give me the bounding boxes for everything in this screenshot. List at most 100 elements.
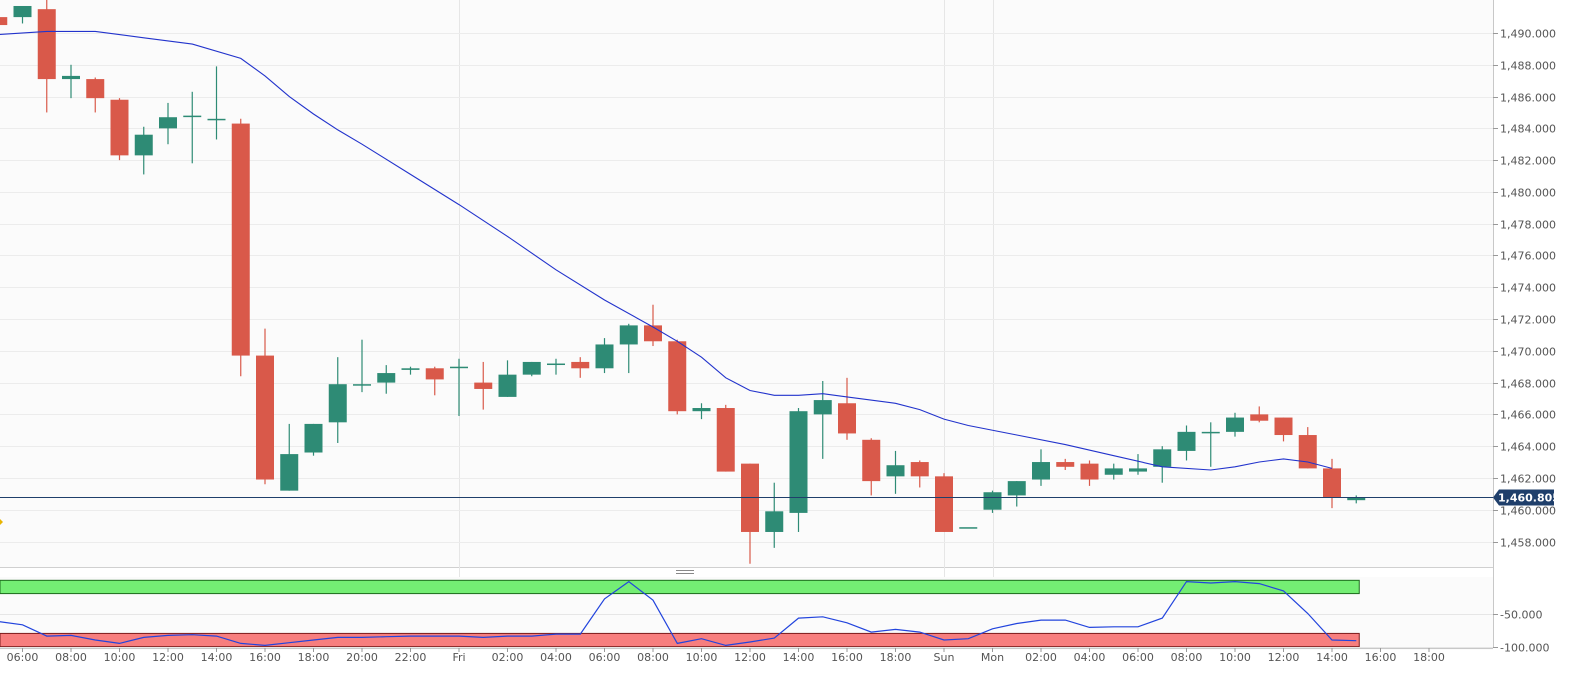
time-tick-label: 06:00: [1122, 651, 1154, 664]
candle-body: [1080, 463, 1099, 480]
candle-body: [353, 384, 371, 386]
candle-up: [692, 403, 711, 420]
price-tick-label: 1,490.000: [1500, 28, 1556, 41]
price-tick-label: 1,460.000: [1500, 505, 1556, 518]
candle-down: [935, 473, 953, 532]
candle-up: [280, 423, 299, 491]
candle-up: [1032, 449, 1050, 486]
candle-up: [547, 358, 565, 375]
candle-down: [1274, 417, 1293, 442]
time-tick-label: 08:00: [637, 651, 669, 664]
candle-up: [1226, 412, 1244, 437]
moving-average-series: [0, 30, 1333, 471]
price-tick-label: 1,466.000: [1500, 409, 1556, 422]
candle-down: [37, 0, 56, 113]
candle-body: [692, 408, 711, 412]
price-tick-label: 1,474.000: [1500, 282, 1556, 295]
price-tick-label: 1,458.000: [1500, 537, 1556, 550]
candle-up: [789, 408, 808, 532]
candle-down: [86, 77, 105, 113]
time-tick-label: Sun: [934, 651, 955, 664]
candle-up: [304, 423, 323, 456]
candle-body: [935, 476, 953, 532]
candle-body: [716, 408, 735, 472]
candle-body: [1298, 435, 1317, 469]
time-tick-label: 14:00: [1316, 651, 1348, 664]
time-tick-label: 18:00: [1413, 651, 1445, 664]
candle-body: [644, 325, 662, 342]
candle-body: [1274, 417, 1293, 436]
candle-down: [256, 328, 274, 485]
time-tick-label: 12:00: [152, 651, 184, 664]
price-tick-label: 1,482.000: [1500, 155, 1556, 168]
time-tick-label: 12:00: [1268, 651, 1300, 664]
candle-body: [668, 341, 687, 412]
candle-down: [474, 361, 493, 410]
candle-up: [983, 490, 1002, 513]
candle-down: [571, 357, 590, 378]
price-tick-label: 1,472.000: [1500, 314, 1556, 327]
time-tick-label: 14:00: [201, 651, 233, 664]
current-price-indicator: 1,460.805: [0, 489, 1560, 506]
time-tick-label: 10:00: [104, 651, 136, 664]
current-price-label: 1,460.805: [1498, 492, 1560, 505]
candle-down: [110, 98, 129, 161]
candle-up: [1201, 422, 1220, 467]
candle-body: [1007, 481, 1026, 496]
candle-down: [838, 377, 856, 440]
candle-body: [1104, 468, 1123, 475]
day-separators: [459, 0, 994, 648]
candle-up: [1153, 446, 1172, 483]
time-tick-label: 18:00: [880, 651, 912, 664]
time-tick-label: Fri: [452, 651, 465, 664]
candle-body: [813, 400, 832, 415]
time-tick-label: 08:00: [1171, 651, 1203, 664]
candle-body: [37, 9, 56, 80]
candle-body: [571, 361, 590, 369]
time-tick-label: 20:00: [346, 651, 378, 664]
candle-up: [498, 360, 517, 397]
time-tick-label: 12:00: [734, 651, 766, 664]
overbought-zone: [0, 579, 1360, 595]
candle-up: [886, 450, 905, 494]
candlestick-series: [0, 0, 1366, 564]
time-tick-label: 22:00: [395, 651, 427, 664]
time-tick-label: 14:00: [783, 651, 815, 664]
price-tick-label: 1,476.000: [1500, 250, 1556, 263]
candle-up: [1007, 481, 1026, 507]
candle-down: [716, 404, 735, 472]
candle-down: [1080, 460, 1099, 486]
candle-body: [159, 117, 177, 129]
candle-down: [862, 438, 881, 496]
price-tick-label: 1,462.000: [1500, 473, 1556, 486]
candle-body: [183, 115, 202, 118]
candle-up: [765, 482, 784, 548]
price-tick-label: 1,478.000: [1500, 219, 1556, 232]
time-tick-label: 04:00: [1074, 651, 1106, 664]
candle-body: [231, 123, 250, 356]
candle-body: [377, 373, 396, 383]
price-tick-label: 1,486.000: [1500, 92, 1556, 105]
candle-down: [1250, 406, 1269, 423]
time-tick-label: 08:00: [55, 651, 87, 664]
candle-up: [183, 91, 202, 164]
price-tick-label: 1,484.000: [1500, 123, 1556, 136]
time-tick-label: 10:00: [1219, 651, 1251, 664]
candle-body: [1201, 431, 1220, 434]
time-tick-label: 16:00: [831, 651, 863, 664]
candle-body: [474, 382, 493, 389]
candle-up: [134, 126, 153, 175]
time-tick-label: 18:00: [298, 651, 330, 664]
candle-body: [547, 363, 565, 366]
candle-body: [789, 411, 808, 513]
time-tick-label: 06:00: [7, 651, 39, 664]
price-tick-label: 1,468.000: [1500, 378, 1556, 391]
time-tick-label: 10:00: [686, 651, 718, 664]
candle-body: [13, 5, 32, 18]
candle-up: [450, 358, 468, 416]
candle-body: [401, 368, 420, 370]
candle-body: [62, 75, 80, 80]
candle-body: [134, 134, 153, 156]
